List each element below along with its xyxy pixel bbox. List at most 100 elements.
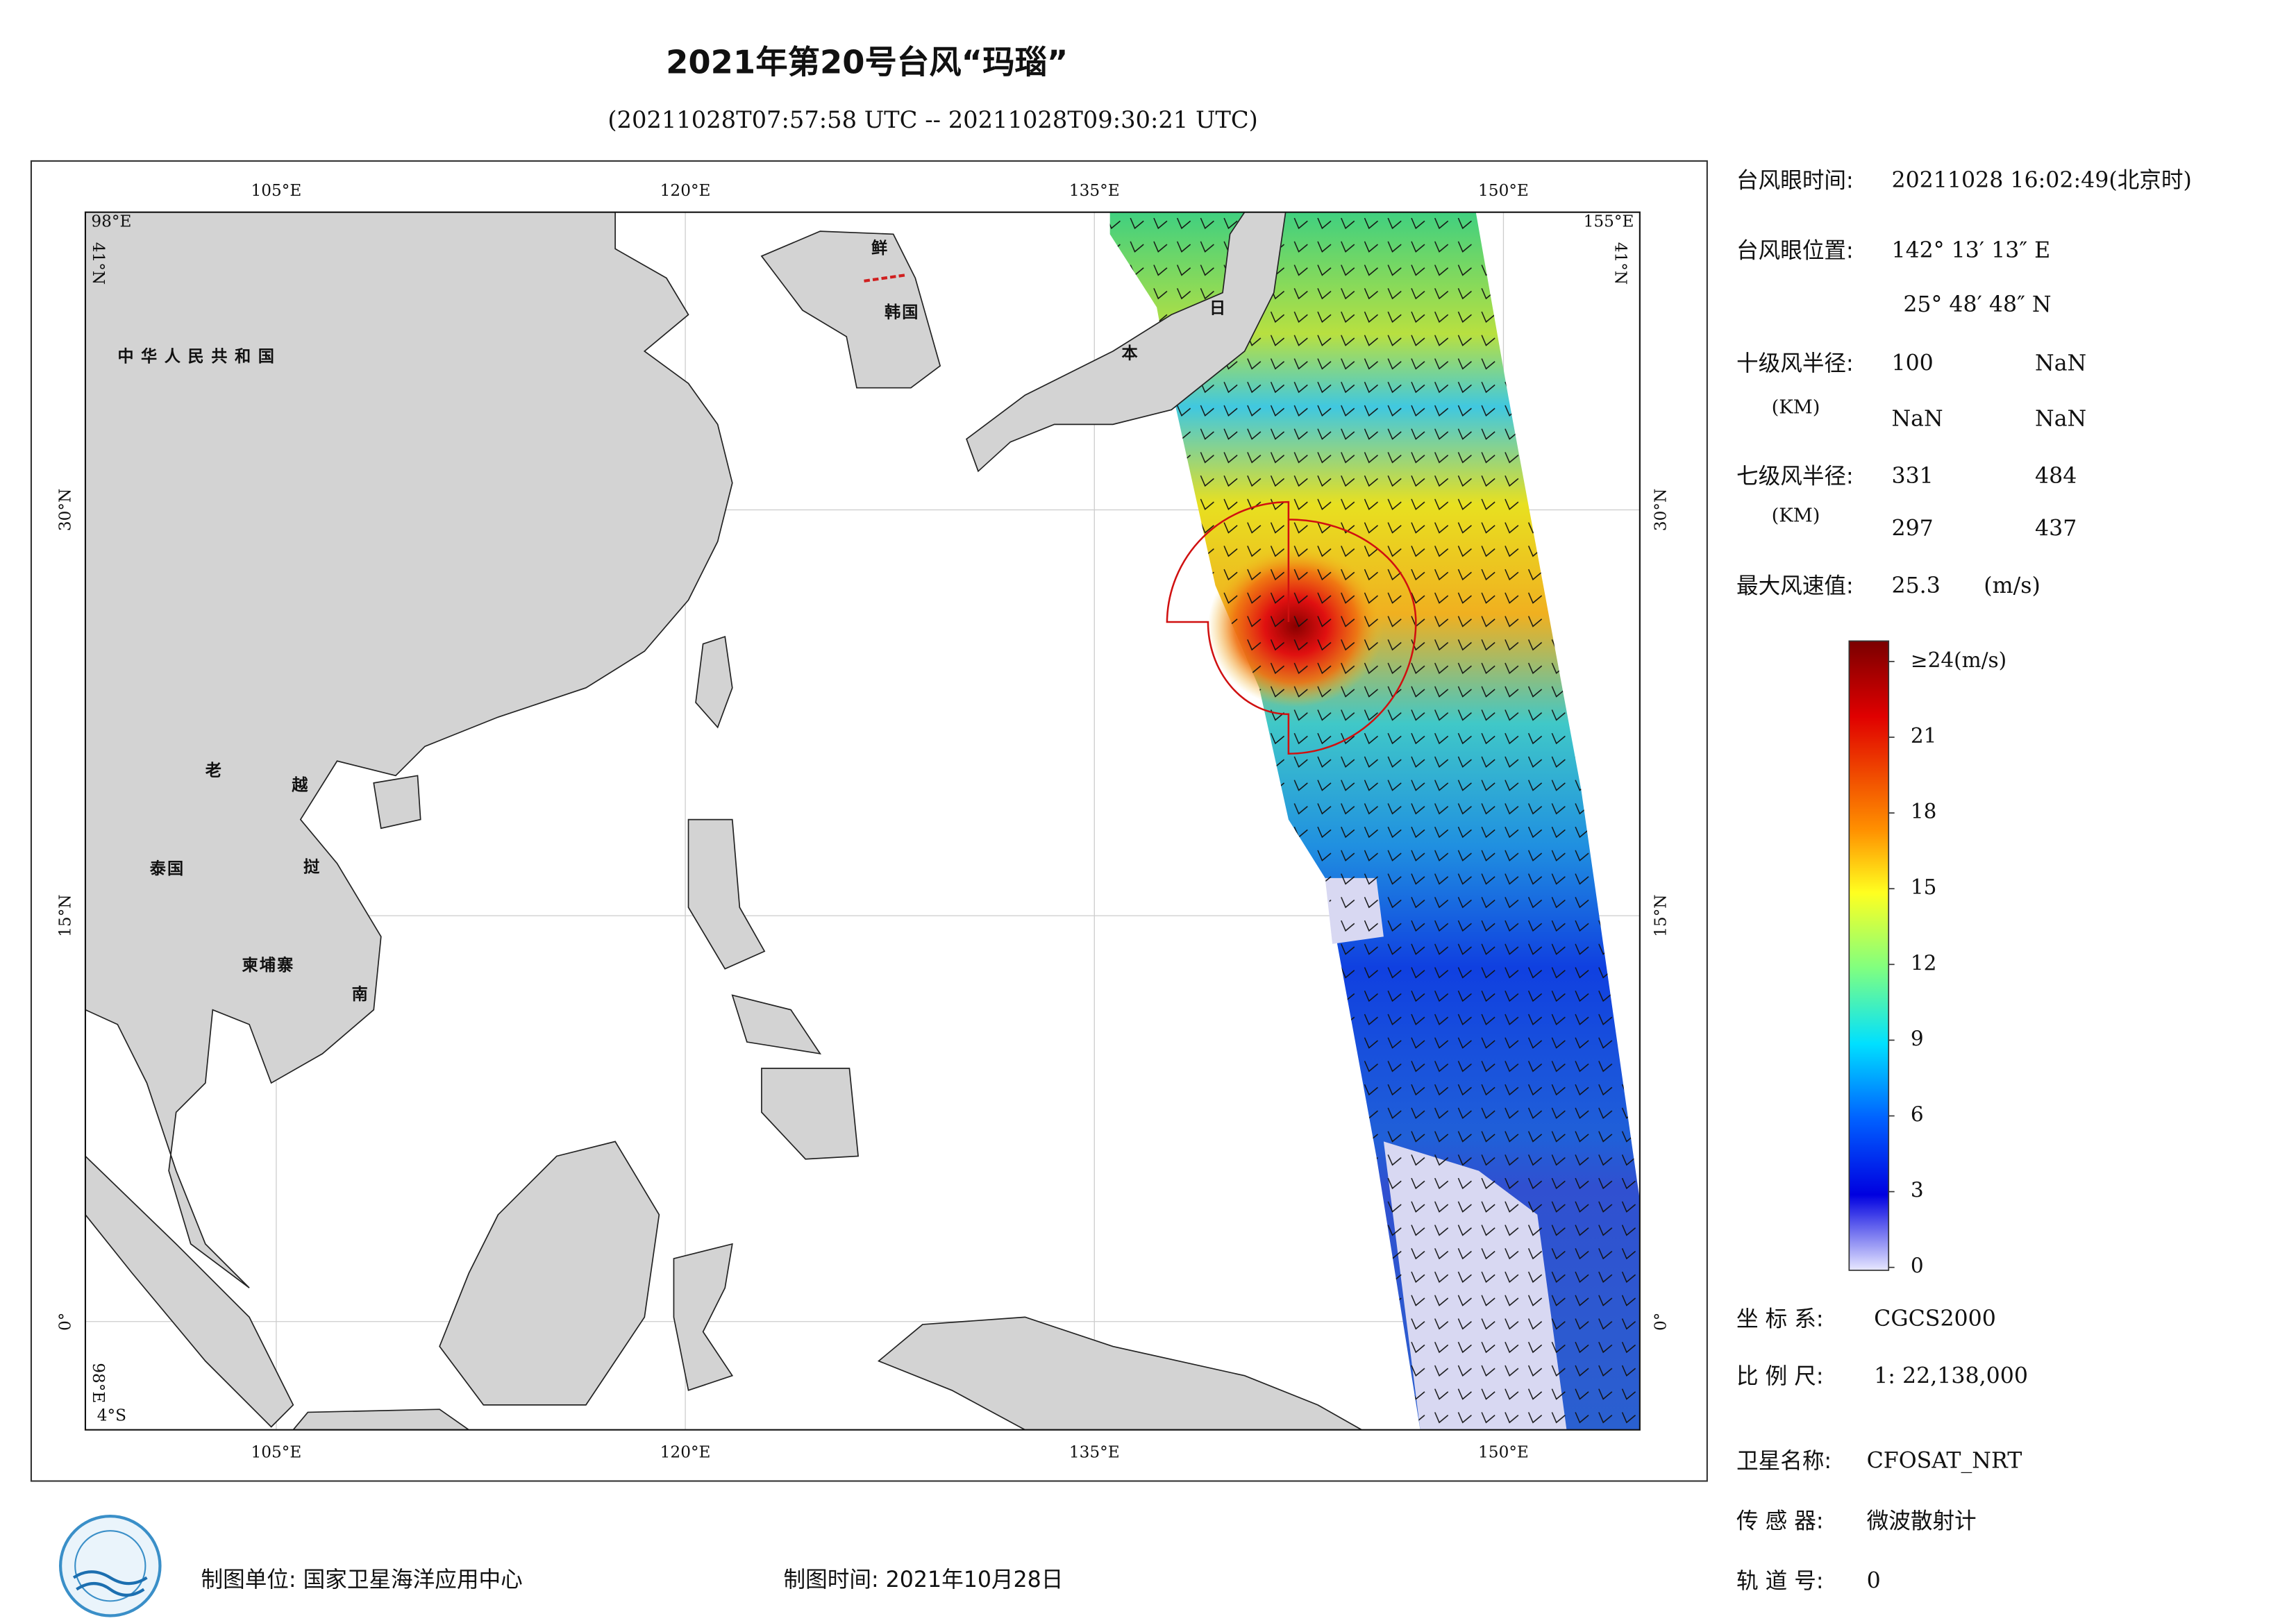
country-label: 柬埔寨 (242, 956, 295, 975)
subtitle: (20211028T07:57:58 UTC -- 20211028T09:30… (607, 106, 1258, 133)
land-new-guinea (877, 1316, 1364, 1430)
y-tick-label: 15°N (1651, 894, 1670, 936)
info-label: 台风眼位置: (1736, 239, 1854, 264)
footer-time: 制图时间: 2021年10月28日 (784, 1567, 1064, 1592)
info-label: 坐 标 系: (1736, 1307, 1824, 1332)
info-value: 100 (1891, 351, 1933, 376)
logo (58, 1514, 162, 1617)
country-label: 泰国 (149, 859, 185, 878)
x-tick-label: 135°E (1069, 1443, 1120, 1461)
info-label: 轨 道 号: (1736, 1569, 1824, 1594)
country-label: 本 (1122, 344, 1139, 363)
info-label: 比 例 尺: (1736, 1364, 1824, 1389)
info-value: NaN (1891, 407, 1943, 432)
x-tick-label: 120°E (660, 181, 711, 200)
wind-barbs (1109, 212, 1640, 1430)
info-value: 484 (2035, 464, 2077, 489)
info-value: 142° 13′ 13″ E (1891, 238, 2050, 263)
y-tick-label: 0° (56, 1313, 75, 1331)
x-tick-label: 150°E (1478, 181, 1529, 200)
corner-label: 98°E (89, 1363, 108, 1403)
corner-label: 155°E (1584, 212, 1634, 230)
country-label: 中华人民共和国 (117, 347, 281, 366)
country-label: 越 (292, 776, 309, 795)
colorbar-tick-label: 21 (1911, 724, 1937, 748)
info-value: CGCS2000 (1874, 1306, 1996, 1331)
y-tick-label: 30°N (1651, 489, 1670, 531)
wind-radii (1166, 501, 1417, 755)
land-luzon (687, 818, 766, 970)
colorbar-tick-label: 0 (1911, 1254, 1924, 1278)
border-line (864, 274, 905, 283)
info-label: 最大风速值: (1736, 573, 1854, 598)
info-value: NaN (2035, 351, 2086, 376)
x-tick-label: 150°E (1478, 1443, 1529, 1461)
map-frame (84, 211, 1641, 1431)
corner-label: 41°N (1611, 242, 1629, 285)
y-tick-label: 0° (1651, 1313, 1670, 1331)
colorbar-tick-label: 6 (1911, 1103, 1924, 1127)
info-value: 437 (2035, 516, 2077, 541)
corner-label: 4°S (97, 1406, 126, 1425)
land-visayas (731, 994, 822, 1055)
info-unit: (m/s) (1984, 573, 2041, 598)
land-taiwan (695, 635, 733, 729)
info-value: 297 (1891, 516, 1933, 541)
x-tick-label: 120°E (660, 1443, 711, 1461)
colorbar-tick-label: 12 (1911, 951, 1937, 975)
info-unit: (KM) (1772, 505, 1820, 527)
land-borneo (439, 1141, 660, 1406)
info-value: NaN (2035, 407, 2086, 432)
land-mindanao (761, 1068, 860, 1160)
country-label: 鲜 (871, 239, 889, 258)
footer-unit: 制图单位: 国家卫星海洋应用中心 (201, 1567, 522, 1592)
land-sumatra (85, 1155, 294, 1428)
info-value: 0 (1867, 1568, 1881, 1593)
country-label: 挝 (303, 858, 321, 877)
colorbar-tick-label: 9 (1911, 1027, 1924, 1050)
info-label: 七级风半径: (1736, 464, 1854, 489)
info-value: 331 (1891, 464, 1933, 489)
colorbar-tick-label: 3 (1911, 1179, 1924, 1202)
info-value: 25° 48′ 48″ N (1903, 292, 2051, 317)
colorbar-ticks: 0 3 6 9 12 15 18 21 ≥24(m/s) (1888, 648, 2006, 1278)
info-value: 1: 22,138,000 (1874, 1363, 2028, 1388)
colorbar (1848, 640, 1890, 1271)
corner-label: 41°N (89, 242, 108, 285)
x-tick-label: 105°E (251, 1443, 302, 1461)
colorbar-tick-label: 15 (1911, 875, 1937, 899)
corner-label: 98°E (91, 212, 131, 230)
info-unit: (KM) (1772, 397, 1820, 419)
title: 2021年第20号台风“玛瑙” (666, 43, 1068, 81)
x-tick-label: 135°E (1069, 181, 1120, 200)
map-ticks: 105°E 105°E 120°E 120°E 135°E 135°E 150°E 150°E… (56, 181, 1670, 1461)
country-label: 老 (205, 762, 223, 780)
info-value: 25.3 (1891, 573, 1940, 598)
info-value: CFOSAT_NRT (1867, 1449, 2022, 1474)
y-tick-label: 30°N (56, 489, 75, 531)
x-tick-label: 105°E (251, 181, 302, 200)
info-label: 台风眼时间: (1736, 168, 1854, 193)
country-label: 韩国 (885, 303, 920, 322)
info-label: 十级风半径: (1736, 351, 1854, 376)
country-label: 日 (1209, 298, 1227, 317)
land-japan (966, 212, 1287, 473)
info-label: 卫星名称: (1736, 1449, 1832, 1474)
y-tick-label: 15°N (56, 894, 75, 936)
outer-frame (30, 160, 1708, 1482)
info-label: 传 感 器: (1736, 1509, 1824, 1534)
land-hainan (373, 775, 421, 830)
info-panel: 台风眼时间: 20211028 16:02:49(北京时) 台风眼位置: 142… (1736, 168, 2192, 1594)
land-java (292, 1408, 470, 1430)
country-label: 南 (352, 985, 369, 1004)
land-sulawesi (673, 1243, 734, 1391)
land-korea (760, 230, 941, 389)
info-value: 20211028 16:02:49(北京时) (1891, 168, 2191, 193)
land-asia (85, 212, 733, 1288)
colorbar-tick-label: 18 (1911, 800, 1937, 823)
colorbar-tick-label: ≥24(m/s) (1911, 648, 2006, 672)
